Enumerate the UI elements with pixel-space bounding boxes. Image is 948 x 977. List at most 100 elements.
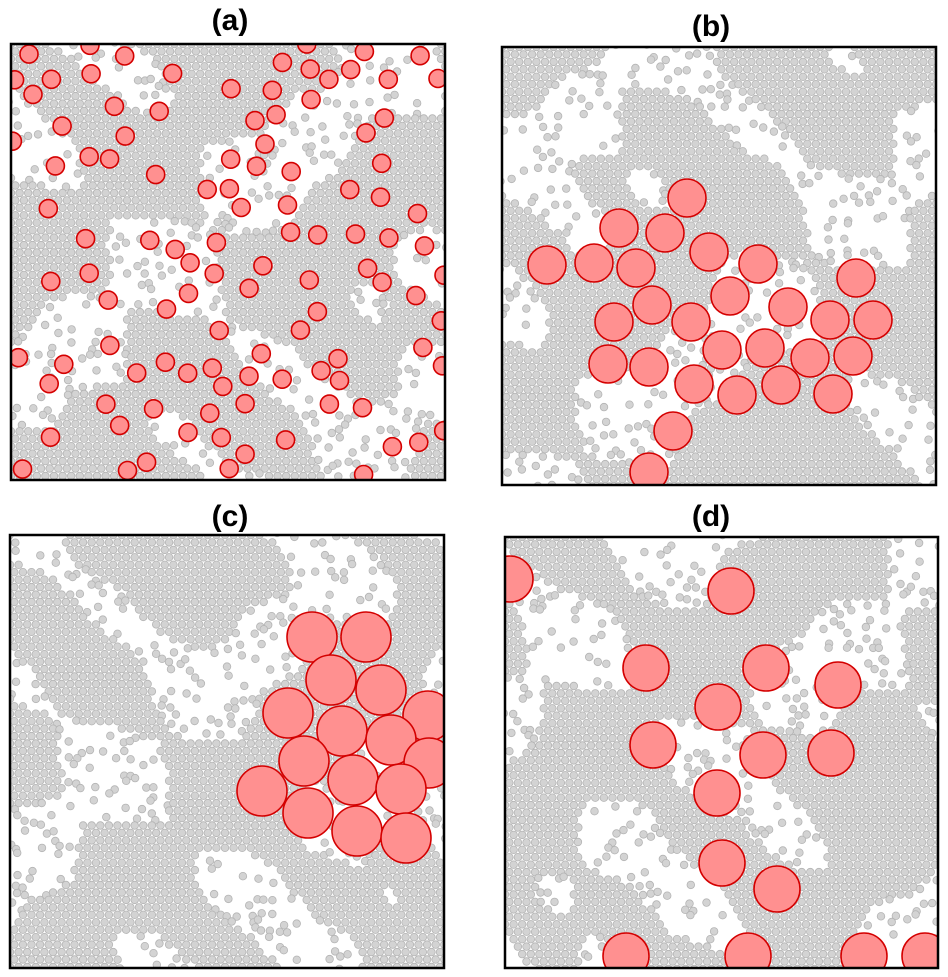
particle xyxy=(893,296,902,305)
large-particle xyxy=(235,393,255,414)
particle xyxy=(588,288,597,297)
particle xyxy=(58,293,67,302)
particle xyxy=(794,124,803,134)
particle xyxy=(160,545,169,555)
particle xyxy=(774,279,784,288)
particle xyxy=(44,582,53,592)
particle xyxy=(140,196,149,205)
particle xyxy=(135,397,145,406)
particle xyxy=(165,166,175,175)
particle xyxy=(798,400,808,409)
particle xyxy=(893,102,902,111)
particle xyxy=(562,348,571,357)
particle xyxy=(734,214,743,223)
particle xyxy=(910,385,919,394)
particle xyxy=(286,315,295,324)
large-particle xyxy=(204,263,224,284)
large-particle xyxy=(40,271,61,292)
particle xyxy=(585,69,594,79)
particle xyxy=(824,102,833,111)
particle xyxy=(84,203,93,212)
particle xyxy=(347,559,357,569)
particle xyxy=(173,568,182,577)
particle xyxy=(682,273,692,283)
particle xyxy=(777,228,786,238)
particle xyxy=(79,419,89,428)
particle xyxy=(135,322,145,332)
particle xyxy=(11,546,20,555)
particle xyxy=(717,452,726,461)
particle xyxy=(101,263,110,272)
particle xyxy=(536,392,545,402)
particle xyxy=(540,430,550,439)
particle xyxy=(204,54,213,64)
particle xyxy=(282,307,291,317)
particle xyxy=(846,139,855,148)
particle xyxy=(545,348,554,357)
particle xyxy=(290,471,299,480)
particle xyxy=(415,181,424,190)
particle xyxy=(626,87,636,96)
particle xyxy=(859,474,868,484)
particle xyxy=(841,161,851,171)
particle xyxy=(682,169,692,178)
particle xyxy=(229,575,238,584)
particle xyxy=(282,337,291,347)
particle xyxy=(156,568,165,577)
particle xyxy=(410,590,419,599)
large-particle xyxy=(255,134,275,154)
particle xyxy=(785,109,795,119)
particle xyxy=(790,191,799,201)
particle xyxy=(415,225,425,235)
particle xyxy=(182,597,191,607)
particle xyxy=(923,377,932,387)
particle xyxy=(699,154,709,163)
particle xyxy=(927,191,936,201)
particle xyxy=(54,419,63,428)
particle xyxy=(704,400,713,409)
particle xyxy=(277,315,287,324)
particle xyxy=(234,300,244,309)
particle xyxy=(152,337,162,347)
particle xyxy=(755,415,765,424)
particle xyxy=(148,330,158,339)
particle xyxy=(220,590,230,599)
particle xyxy=(844,174,853,183)
particle xyxy=(161,129,170,138)
particle xyxy=(62,255,72,265)
particle xyxy=(54,62,63,71)
particle xyxy=(19,255,29,265)
particle xyxy=(49,263,59,272)
particle xyxy=(923,303,932,312)
particle xyxy=(392,560,402,569)
particle xyxy=(941,259,948,267)
particle xyxy=(147,597,157,607)
particle xyxy=(803,377,812,387)
particle xyxy=(682,482,691,485)
particle xyxy=(11,538,20,547)
particle xyxy=(717,124,726,134)
particle xyxy=(682,124,692,134)
particle xyxy=(230,412,239,421)
particle xyxy=(225,597,234,607)
particle xyxy=(876,132,885,141)
particle xyxy=(256,248,265,257)
particle xyxy=(273,412,282,421)
particle xyxy=(846,467,855,476)
particle xyxy=(760,94,769,104)
particle xyxy=(62,76,72,86)
particle xyxy=(734,452,743,461)
particle xyxy=(339,131,348,140)
particle xyxy=(898,434,907,443)
particle xyxy=(446,115,454,123)
particle xyxy=(661,176,670,186)
particle xyxy=(906,273,915,283)
particle xyxy=(540,385,550,394)
particle xyxy=(88,181,97,190)
particle xyxy=(794,407,803,417)
particle xyxy=(127,203,136,212)
particle xyxy=(320,181,330,190)
particle xyxy=(174,345,183,354)
particle xyxy=(71,419,80,428)
particle xyxy=(101,188,110,198)
